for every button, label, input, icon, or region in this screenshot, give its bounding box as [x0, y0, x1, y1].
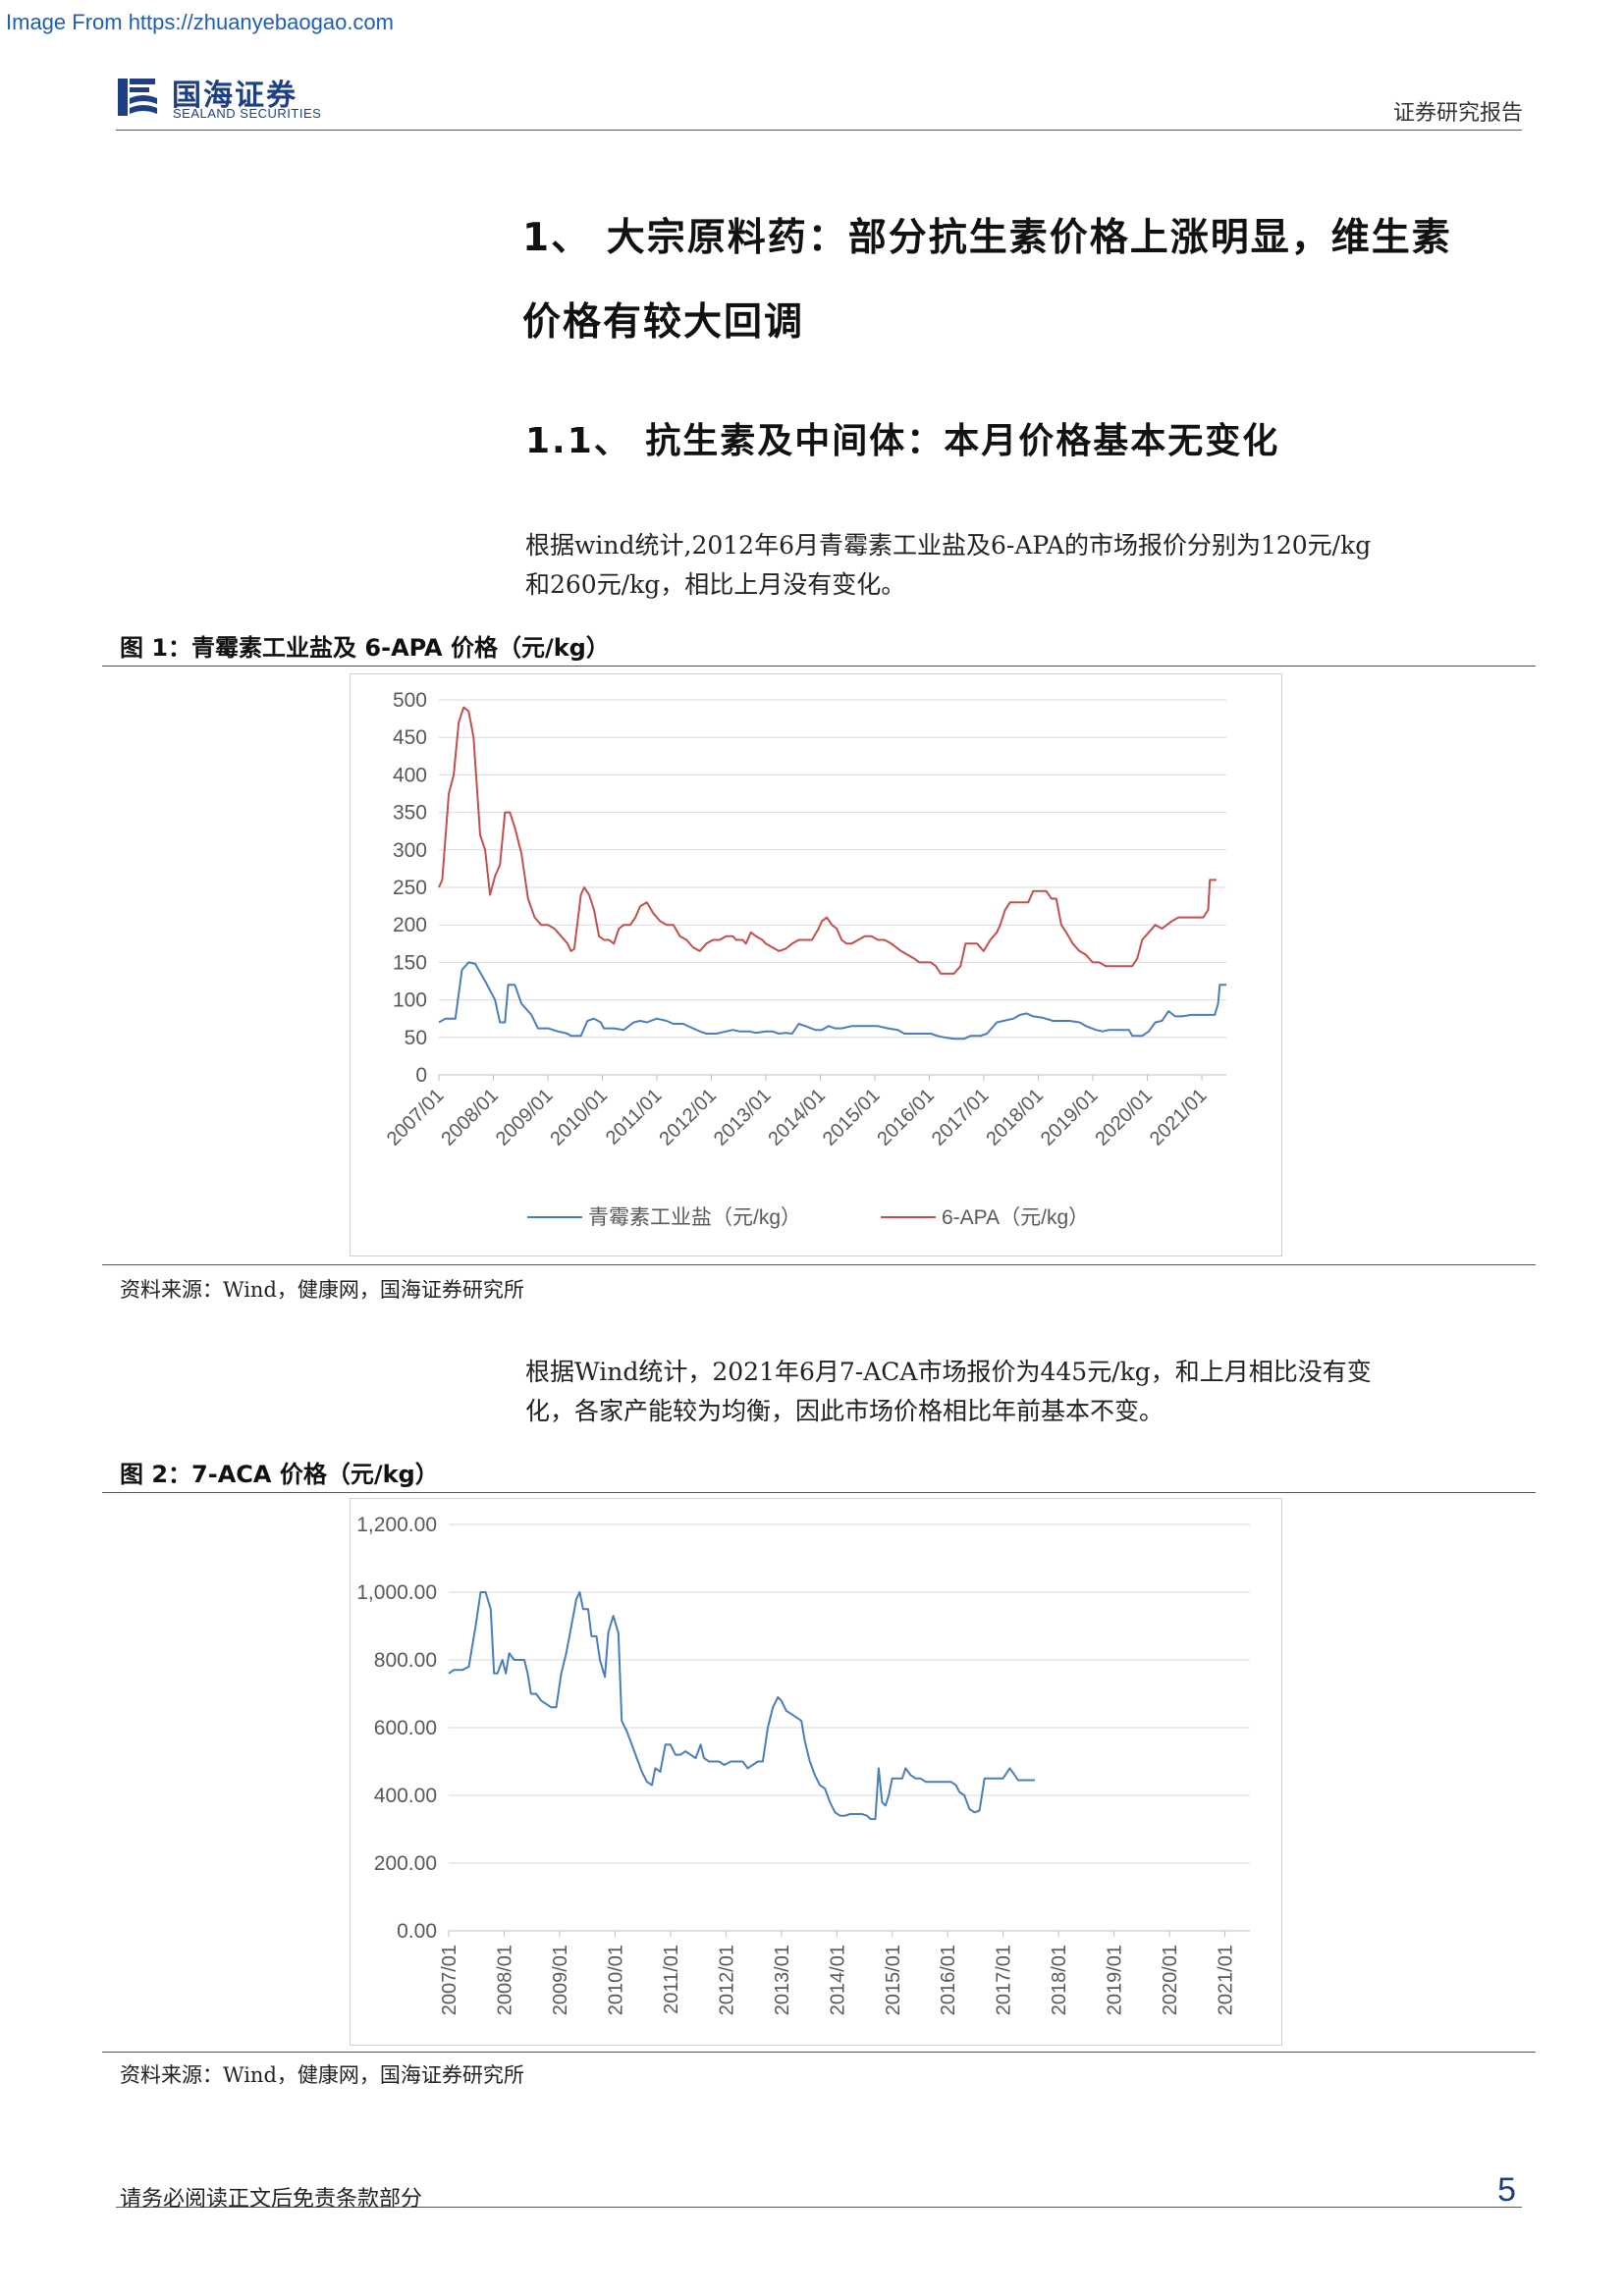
x-tick-label: 2018/01 — [982, 1085, 1048, 1150]
footer-disclaimer: 请务必阅读正文后免责条款部分 — [120, 2187, 423, 2212]
y-tick-label: 0.00 — [397, 1920, 437, 1943]
x-tick-label: 2008/01 — [437, 1085, 503, 1150]
figure-2-title: 图 2：7-ACA 价格（元/kg） — [120, 1461, 439, 1488]
paragraph-1: 根据wind统计,2012年6月青霉素工业盐及6-APA的市场报价分别为120元… — [525, 526, 1522, 605]
paragraph-1-line2: 和260元/kg，相比上月没有变化。 — [525, 570, 906, 599]
y-tick-label: 0 — [415, 1064, 427, 1087]
brand-name-en: SEALAND SECURITIES — [173, 106, 322, 121]
figure-1-bottom-rule — [102, 1264, 1536, 1265]
series-line-1 — [448, 1591, 1035, 1821]
figure-2-top-rule — [102, 1492, 1536, 1493]
figure-1-chart-frame: 0 50 100 150 200 250 300 350 400 450 500 2007/01 200… — [350, 673, 1282, 1256]
watermark-text: Image From https://zhuanyebaogao.com — [6, 10, 394, 34]
subsection-title: 1.1、 抗生素及中间体：本月价格基本无变化 — [525, 421, 1280, 461]
y-tick-label: 350 — [393, 802, 427, 825]
x-tick-label: 2007/01 — [383, 1085, 449, 1150]
y-tick-label: 50 — [405, 1027, 427, 1049]
figure-2-source: 资料来源：Wind，健康网，国海证券研究所 — [120, 2063, 524, 2087]
paragraph-2-line2: 化，各家产能较为均衡，因此市场价格相比年前基本不变。 — [525, 1397, 1164, 1425]
paragraph-2-line1: 根据Wind统计，2021年6月7-ACA市场报价为445元/kg，和上月相比没… — [525, 1358, 1372, 1386]
x-tick-label: 2010/01 — [605, 1945, 626, 2015]
section-title-line2: 价格有较大回调 — [522, 300, 805, 345]
x-tick-label: 2017/01 — [994, 1945, 1015, 2015]
x-tick-label: 2016/01 — [938, 1945, 959, 2015]
x-tick-label: 2009/01 — [492, 1085, 558, 1150]
x-tick-label: 2021/01 — [1146, 1085, 1212, 1150]
x-tick-label: 2009/01 — [550, 1945, 571, 2015]
page-number: 5 — [1497, 2171, 1516, 2209]
paragraph-1-line1: 根据wind统计,2012年6月青霉素工业盐及6-APA的市场报价分别为120元… — [525, 531, 1372, 560]
figure-2-chart: 0.00 200.00 400.00 600.00 800.00 1,000.00 1,20… — [356, 1514, 1250, 2015]
y-tick-label: 600.00 — [374, 1717, 437, 1739]
y-tick-label: 1,200.00 — [356, 1514, 437, 1536]
figure-1-title: 图 1：青霉素工业盐及 6-APA 价格（元/kg） — [120, 634, 610, 662]
header-divider — [116, 130, 1522, 131]
x-tick-label: 2020/01 — [1091, 1085, 1157, 1150]
y-tick-label: 500 — [393, 689, 427, 712]
x-tick-label: 2011/01 — [602, 1085, 667, 1149]
x-tick-label: 2013/01 — [772, 1945, 793, 2015]
x-tick-label: 2010/01 — [546, 1085, 612, 1150]
y-tick-label: 400.00 — [374, 1785, 437, 1807]
paragraph-2: 根据Wind统计，2021年6月7-ACA市场报价为445元/kg，和上月相比没… — [525, 1353, 1522, 1431]
brand-name-cn: 国海证券 — [172, 79, 298, 113]
y-tick-label: 1,000.00 — [356, 1581, 437, 1604]
sealand-logo-icon — [118, 79, 157, 116]
x-tick-label: 2007/01 — [439, 1945, 460, 2015]
y-tick-label: 250 — [393, 877, 427, 899]
x-tick-label: 2019/01 — [1037, 1085, 1103, 1150]
x-tick-label: 2017/01 — [928, 1085, 994, 1150]
x-tick-label: 2016/01 — [873, 1085, 939, 1150]
legend-label-2: 6-APA（元/kg） — [942, 1206, 1089, 1229]
x-tick-label: 2019/01 — [1105, 1945, 1126, 2015]
x-tick-label: 2015/01 — [819, 1085, 885, 1150]
report-type-label: 证券研究报告 — [1392, 101, 1523, 126]
figure-2-chart-frame: 0.00 200.00 400.00 600.00 800.00 1,000.00 1,20… — [350, 1498, 1282, 2046]
y-tick-label: 400 — [393, 764, 427, 786]
figure-1-chart: 0501001502002503003504004505002007/01200… — [383, 689, 1226, 1229]
x-tick-label: 2014/01 — [764, 1085, 830, 1150]
y-tick-label: 200 — [393, 914, 427, 936]
x-tick-label: 2018/01 — [1049, 1945, 1070, 2015]
x-tick-label: 2011/01 — [661, 1945, 682, 2014]
x-tick-label: 2015/01 — [883, 1945, 904, 2015]
y-tick-label: 800.00 — [374, 1649, 437, 1672]
section-title-line1: 1、 大宗原料药：部分抗生素价格上涨明显，维生素 — [522, 216, 1452, 260]
figure-1-source: 资料来源：Wind，健康网，国海证券研究所 — [120, 1278, 524, 1302]
x-tick-label: 2013/01 — [710, 1085, 776, 1150]
x-tick-label: 2008/01 — [494, 1945, 515, 2015]
y-tick-label: 300 — [393, 839, 427, 862]
series-line-1 — [438, 961, 1226, 1041]
x-tick-label: 2014/01 — [827, 1945, 848, 2015]
series-line-2 — [438, 706, 1217, 975]
y-tick-label: 200.00 — [374, 1852, 437, 1875]
y-tick-label: 150 — [393, 951, 427, 974]
legend-label-1: 青霉素工业盐（元/kg） — [588, 1206, 801, 1229]
x-tick-label: 2012/01 — [655, 1085, 721, 1150]
y-tick-label: 100 — [393, 989, 427, 1012]
section-title: 1、 大宗原料药：部分抗生素价格上涨明显，维生素 价格有较大回调 — [522, 196, 1524, 365]
figure-2-bottom-rule — [102, 2052, 1536, 2053]
y-tick-label: 450 — [393, 726, 427, 749]
figure-1-top-rule — [102, 666, 1536, 667]
x-tick-label: 2012/01 — [716, 1945, 737, 2015]
x-tick-label: 2020/01 — [1160, 1945, 1181, 2015]
footer-divider — [116, 2207, 1522, 2208]
x-tick-label: 2021/01 — [1216, 1945, 1237, 2015]
